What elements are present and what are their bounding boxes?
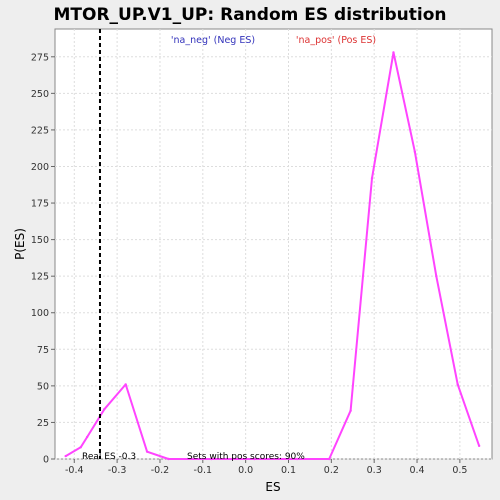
es-data-point (295, 457, 299, 461)
es-data-point (392, 51, 395, 54)
x-tick-label: 0.4 (409, 465, 424, 476)
y-tick-label: 25 (37, 418, 49, 429)
x-tick-label: 0.1 (281, 465, 296, 476)
x-tick-label: -0.3 (108, 465, 127, 476)
legend-neg: 'na_neg' (Neg ES) (171, 35, 255, 46)
es-data-point (79, 446, 82, 449)
es-distribution-line (65, 51, 481, 460)
es-data-point (85, 435, 89, 439)
y-axis-label: P(ES) (13, 228, 27, 260)
y-tick-label: 50 (37, 381, 49, 392)
x-tick-label: 0.2 (324, 465, 339, 476)
es-data-point (456, 383, 459, 386)
y-tick-label: 150 (31, 235, 49, 246)
y-tick-label: 125 (31, 272, 49, 283)
chart-title: MTOR_UP.V1_UP: Random ES distribution (53, 5, 446, 25)
real-es-annotation: Real ES -0.3 (82, 452, 136, 462)
legend-pos: 'na_pos' (Pos ES) (296, 35, 376, 46)
es-data-point (370, 176, 374, 180)
axes: -0.4 -0.3 -0.2 -0.1 0.0 0.1 0.2 0.3 0.4 0.5 0 25 50 7… (31, 52, 468, 476)
y-tick-label: 225 (31, 125, 49, 136)
es-data-point (327, 457, 331, 461)
es-data-point (64, 454, 67, 458)
es-data-point (435, 274, 438, 278)
es-data-point (477, 444, 481, 448)
plot-area (54, 28, 493, 460)
es-data-point (124, 383, 127, 386)
es-data-point (349, 409, 352, 412)
es-data-point (413, 150, 417, 154)
y-tick-label: 0 (43, 455, 49, 466)
x-tick-label: 0.5 (452, 465, 467, 476)
es-data-point (253, 457, 256, 461)
es-data-point (210, 457, 213, 461)
es-data-point (103, 408, 106, 411)
y-tick-label: 100 (31, 308, 49, 319)
x-tick-label: 0.3 (367, 465, 382, 476)
es-data-point (145, 450, 149, 453)
y-tick-label: 75 (37, 345, 49, 356)
x-tick-label: -0.2 (151, 465, 170, 476)
x-tick-label: 0.0 (238, 465, 253, 476)
es-data-point (167, 457, 170, 461)
y-tick-label: 275 (31, 52, 49, 63)
x-tick-label: -0.4 (65, 465, 84, 476)
series-layer (64, 51, 481, 461)
y-tick-label: 250 (31, 89, 49, 100)
grid (55, 29, 492, 460)
sets-pos-annotation: Sets with pos scores: 90% (187, 452, 305, 462)
x-tick-label: -0.1 (194, 465, 213, 476)
y-tick-label: 200 (31, 162, 49, 173)
x-axis-label: ES (265, 480, 280, 494)
y-tick-label: 175 (31, 199, 49, 210)
